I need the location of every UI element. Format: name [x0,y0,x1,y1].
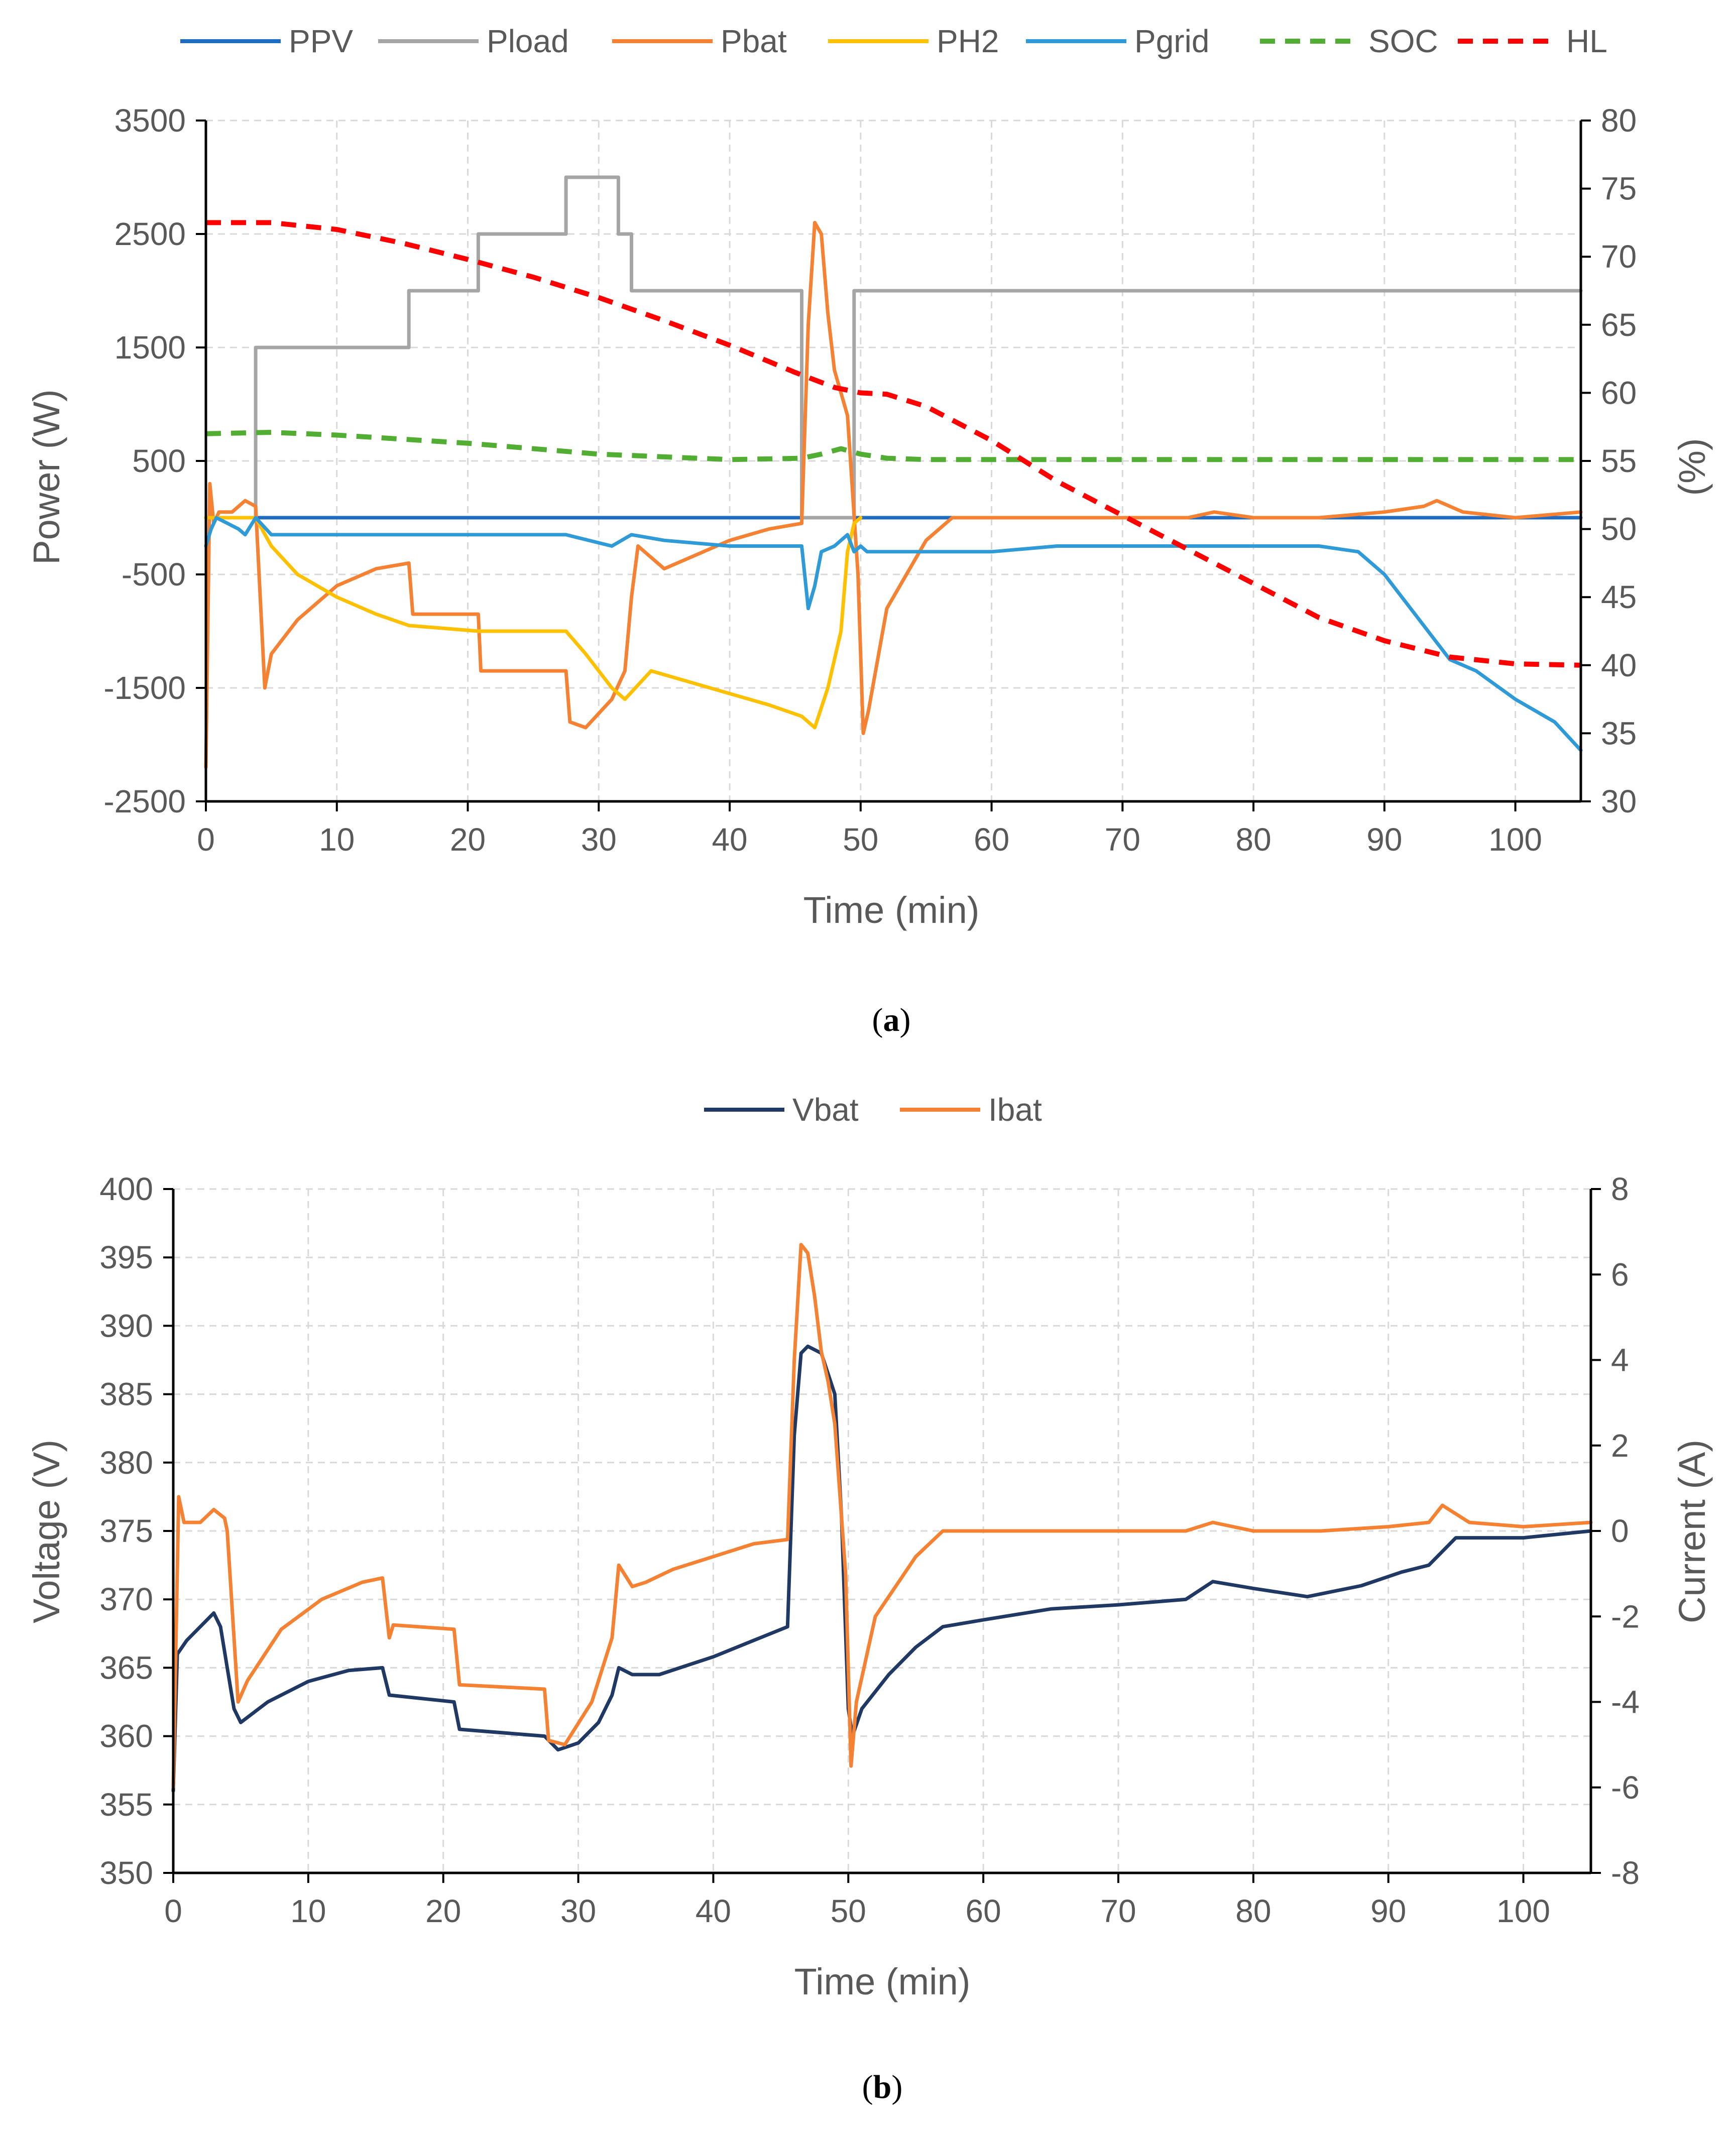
chart-b-x-tick-label: 90 [1370,1893,1406,1929]
chart-b-y-tick-label: 355 [99,1787,153,1823]
chart-b-y2-tick-label: -6 [1611,1769,1640,1806]
chart-a-x-axis-title: Time (min) [803,889,980,931]
chart-b-y-tick-label: 385 [99,1376,153,1412]
chart-b-x-tick-label: 80 [1235,1893,1271,1929]
chart-b-y-tick-label: 360 [99,1718,153,1754]
chart-b-y-axis-title: Voltage (V) [26,1440,67,1623]
chart-b-legend-label-vbat: Vbat [792,1092,859,1128]
chart-b-series-ibat-line [171,1243,1593,1790]
chart-a-caption: (a) [872,1002,911,1038]
chart-a-x-tick-label: 50 [843,821,878,858]
chart-a-y2-tick-label: 60 [1601,375,1637,411]
chart-a-y2-tick-label: 30 [1601,783,1637,819]
chart-b-x-tick-label: 40 [696,1893,731,1929]
chart-a-y-tick-label: 1500 [114,329,186,366]
chart-b-x-tick-label: 70 [1100,1893,1136,1929]
chart-a-x-tick-label: 40 [712,821,747,858]
chart-b-y2-axis-title: Current (A) [1671,1440,1713,1623]
chart-a-legend-label-ppv: PPV [289,23,353,59]
chart-b-y-tick-label: 380 [99,1445,153,1481]
chart-a-y-tick-label: -1500 [103,670,186,706]
chart-a-y-axis-title: Power (W) [26,389,67,564]
chart-a-legend-label-pload: Pload [487,23,569,59]
chart-a-x-tick-label: 20 [450,821,486,858]
chart-b-x-tick-label: 20 [425,1893,461,1929]
chart-a-series-pload-line [204,175,1583,520]
chart-a-y-tick-label: -2500 [103,783,186,819]
chart-b-series-group [171,1243,1593,1793]
chart-b-y2-tick-label: -8 [1611,1855,1640,1891]
chart-b-y2-tick-label: 6 [1611,1256,1629,1292]
chart-a-tick-labels: 0 10 20 30 40 50 60 70 80 90 100 -2500 -1500 -500 500 1… [103,102,1637,858]
chart-a-legend: PPV Pload Pbat PH2 Pgrid SOC HL [180,23,1607,59]
chart-b-x-tick-label: 100 [1496,1893,1550,1929]
chart-a-y2-tick-label: 70 [1601,239,1637,275]
chart-b-y-tick-label: 375 [99,1513,153,1549]
chart-b-legend: Vbat Ibat [704,1092,1042,1128]
chart-a-series-ph2-line [204,516,863,730]
chart-b-caption: (b) [862,2069,903,2105]
chart-b-x-tick-label: 50 [831,1893,866,1929]
chart-a-series-pbat-line [204,220,1583,769]
chart-a-y-tick-label: 500 [132,443,186,479]
chart-a-series-pgrid-line [204,516,1583,752]
chart-a-series-soc-line [205,430,1581,462]
chart-a-y-tick-label: -500 [122,556,186,593]
chart-b-y2-tick-label: 2 [1611,1428,1629,1464]
chart-b-x-axis-title: Time (min) [794,1961,971,2002]
chart-b-y2-tick-label: 0 [1611,1513,1629,1549]
chart-b-tick-labels: 0 10 20 30 40 50 60 70 80 90 100350355360365370375… [99,1171,1640,1929]
chart-b-y-tick-label: 370 [99,1581,153,1617]
chart-a-y-tick-label: 3500 [114,102,186,139]
chart-a-legend-label-ph2: PH2 [937,23,999,59]
chart-b-y2-tick-label: 8 [1611,1171,1629,1207]
chart-a-axes [196,120,1591,811]
chart-a-series-group [204,175,1583,769]
chart-b-y-tick-label: 395 [99,1239,153,1275]
chart-b-y-tick-label: 350 [99,1855,153,1891]
chart-a-series-hl-line [206,220,1581,668]
chart-b-y-tick-label: 365 [99,1649,153,1686]
chart-b-y2-tick-label: -2 [1611,1598,1640,1634]
chart-a-y2-tick-label: 65 [1601,307,1637,343]
chart-a-legend-label-pbat: Pbat [721,23,787,59]
chart-a-caption-letter: a [883,1002,900,1038]
chart-b-caption-letter: b [873,2069,892,2105]
chart-a-y2-tick-label: 50 [1601,511,1637,547]
chart-a-legend-label-soc: SOC [1368,23,1438,59]
chart-a-y-tick-label: 2500 [114,216,186,252]
chart-a-y2-axis-title: (%) [1671,438,1713,496]
chart-b-y-tick-label: 400 [99,1171,153,1207]
chart-a-y2-tick-label: 75 [1601,171,1637,207]
chart-a-x-tick-label: 80 [1236,821,1271,858]
chart-b-y2-tick-label: 4 [1611,1342,1629,1378]
chart-a-y2-tick-label: 55 [1601,443,1637,479]
chart-a-legend-label-pgrid: Pgrid [1134,23,1209,59]
chart-b-voltage-current: 0 10 20 30 40 50 60 70 80 90 100350355360365370375… [26,1092,1713,2105]
chart-a-x-tick-label: 90 [1366,821,1402,858]
chart-a-x-tick-label: 10 [319,821,355,858]
chart-a-x-tick-label: 0 [197,821,215,858]
chart-a-x-tick-label: 60 [974,821,1009,858]
chart-a-y2-tick-label: 45 [1601,579,1637,615]
chart-a-y2-tick-label: 40 [1601,647,1637,683]
chart-b-x-tick-label: 0 [164,1893,182,1929]
chart-a-x-tick-label: 70 [1105,821,1140,858]
chart-b-axes [163,1188,1601,1883]
chart-b-series-vbat-line [171,1344,1593,1793]
chart-a-y2-tick-label: 35 [1601,715,1637,751]
chart-a-x-tick-label: 30 [581,821,617,858]
chart-b-x-tick-label: 10 [290,1893,326,1929]
chart-a-y2-tick-label: 80 [1601,102,1637,139]
chart-b-legend-label-ibat: Ibat [988,1092,1042,1128]
chart-b-y-tick-label: 390 [99,1308,153,1344]
chart-a-x-tick-label: 100 [1488,821,1542,858]
chart-a-legend-label-hl: HL [1566,23,1607,59]
chart-a-power: 0 10 20 30 40 50 60 70 80 90 100 -2500 -1500 -500 500 1… [26,23,1713,1038]
chart-b-y2-tick-label: -4 [1611,1684,1640,1720]
chart-b-x-tick-label: 30 [560,1893,596,1929]
chart-b-x-tick-label: 60 [966,1893,1001,1929]
